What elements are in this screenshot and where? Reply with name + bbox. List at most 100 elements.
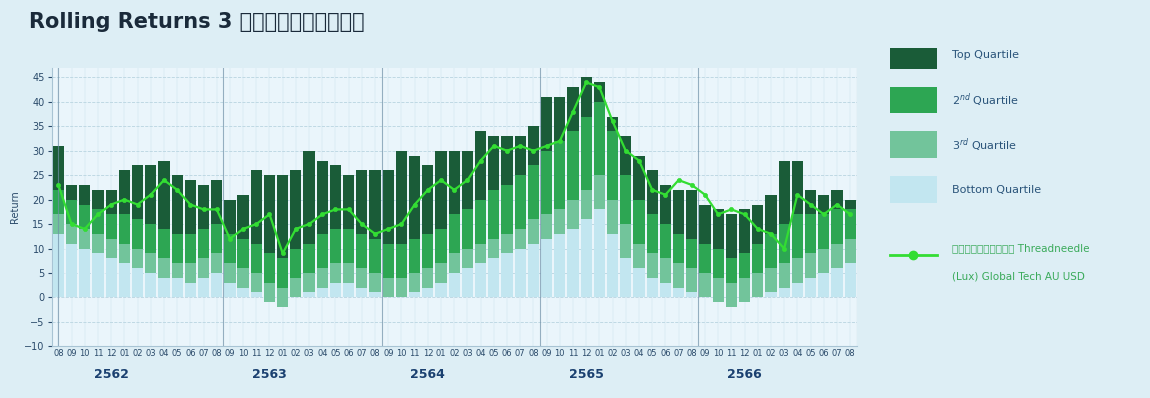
Bar bbox=[53, 234, 64, 297]
Bar bbox=[844, 239, 856, 263]
Bar bbox=[713, 209, 723, 248]
Bar bbox=[290, 248, 301, 278]
Bar bbox=[106, 214, 117, 239]
Bar bbox=[277, 258, 289, 288]
Bar bbox=[739, 297, 750, 302]
Bar bbox=[779, 224, 790, 263]
Bar bbox=[79, 248, 91, 297]
Bar bbox=[53, 214, 64, 234]
Bar bbox=[224, 263, 236, 283]
Bar bbox=[92, 209, 104, 234]
Bar bbox=[422, 166, 434, 234]
Bar bbox=[791, 258, 803, 283]
Bar bbox=[805, 254, 816, 278]
Bar bbox=[713, 297, 723, 302]
Bar bbox=[171, 175, 183, 234]
Bar bbox=[132, 268, 143, 297]
Bar bbox=[53, 146, 64, 190]
Bar bbox=[212, 180, 222, 224]
Bar bbox=[356, 288, 368, 297]
Bar bbox=[554, 141, 566, 209]
Bar bbox=[805, 190, 816, 214]
Bar bbox=[699, 244, 711, 273]
Bar bbox=[448, 214, 460, 254]
Bar bbox=[277, 288, 289, 307]
Bar bbox=[726, 258, 737, 283]
Bar bbox=[475, 244, 486, 263]
Bar bbox=[251, 293, 262, 297]
Bar bbox=[890, 176, 937, 203]
Bar bbox=[369, 273, 381, 293]
Bar bbox=[343, 175, 354, 229]
Bar bbox=[818, 273, 829, 297]
Bar bbox=[607, 117, 619, 131]
Bar bbox=[185, 180, 196, 234]
Text: 2$^{nd}$ Quartile: 2$^{nd}$ Quartile bbox=[952, 91, 1019, 109]
Bar bbox=[501, 234, 513, 254]
Bar bbox=[818, 195, 829, 214]
Bar bbox=[118, 214, 130, 244]
Bar bbox=[185, 283, 196, 297]
Bar bbox=[646, 214, 658, 254]
Bar bbox=[251, 170, 262, 244]
Bar bbox=[890, 131, 937, 158]
Bar bbox=[844, 200, 856, 209]
Bar bbox=[844, 209, 856, 239]
Bar bbox=[831, 268, 843, 297]
Bar bbox=[409, 156, 420, 239]
Bar bbox=[159, 278, 169, 297]
Bar bbox=[752, 205, 764, 244]
Bar bbox=[607, 131, 619, 200]
Bar bbox=[422, 288, 434, 297]
Bar bbox=[528, 126, 539, 166]
Bar bbox=[145, 166, 156, 224]
Bar bbox=[79, 229, 91, 248]
Bar bbox=[462, 151, 473, 209]
Bar bbox=[251, 244, 262, 273]
Bar bbox=[145, 273, 156, 297]
Bar bbox=[779, 160, 790, 224]
Bar bbox=[316, 268, 328, 288]
Bar bbox=[198, 278, 209, 297]
Bar bbox=[687, 190, 697, 239]
Bar bbox=[646, 170, 658, 214]
Bar bbox=[422, 268, 434, 288]
Bar bbox=[699, 205, 711, 244]
Bar bbox=[540, 239, 552, 297]
Text: 2565: 2565 bbox=[569, 368, 604, 381]
Bar bbox=[263, 297, 275, 302]
Bar bbox=[462, 248, 473, 268]
Bar bbox=[660, 258, 670, 283]
Bar bbox=[634, 244, 645, 268]
Bar bbox=[581, 190, 592, 219]
Bar bbox=[171, 234, 183, 263]
Bar bbox=[489, 190, 499, 239]
Bar bbox=[304, 151, 315, 244]
Bar bbox=[607, 234, 619, 297]
Bar bbox=[159, 258, 169, 278]
Bar bbox=[540, 214, 552, 239]
Bar bbox=[277, 175, 289, 258]
Bar bbox=[106, 239, 117, 258]
Bar bbox=[673, 190, 684, 234]
Bar bbox=[304, 244, 315, 273]
Bar bbox=[132, 166, 143, 219]
Bar bbox=[515, 229, 526, 248]
Bar bbox=[263, 175, 275, 254]
Bar bbox=[145, 224, 156, 254]
Bar bbox=[92, 190, 104, 209]
Bar bbox=[316, 234, 328, 268]
Bar bbox=[462, 268, 473, 297]
Bar bbox=[501, 136, 513, 185]
Bar bbox=[277, 297, 289, 307]
Bar bbox=[448, 273, 460, 297]
Bar bbox=[779, 288, 790, 297]
Bar bbox=[687, 293, 697, 297]
Bar bbox=[540, 97, 552, 151]
Bar bbox=[369, 170, 381, 239]
Bar bbox=[53, 190, 64, 214]
Bar bbox=[118, 170, 130, 214]
Bar bbox=[489, 258, 499, 297]
Bar bbox=[501, 185, 513, 234]
Bar bbox=[263, 283, 275, 302]
